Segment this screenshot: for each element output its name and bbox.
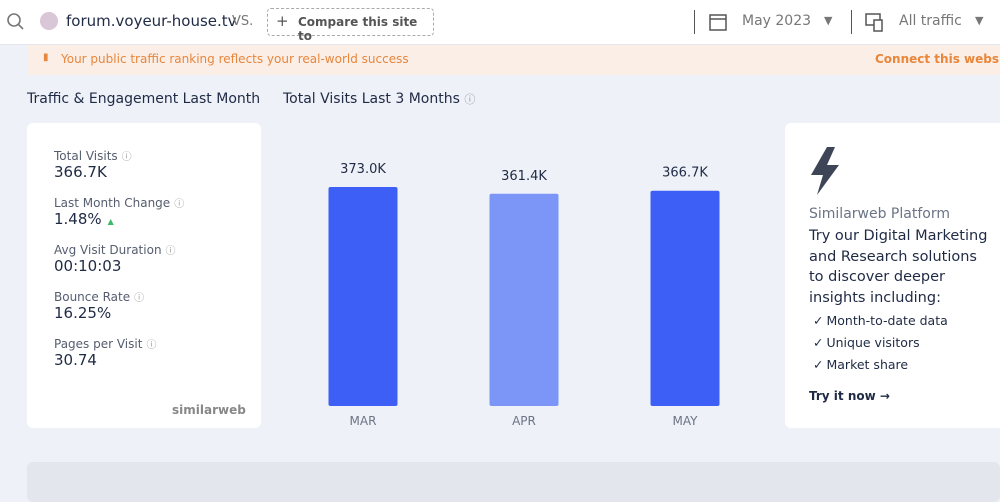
check-icon: ✓ — [813, 335, 824, 350]
info-icon: ⓘ — [134, 293, 145, 304]
divider — [851, 10, 852, 34]
dropdown-arrow: ▼ — [824, 14, 833, 27]
banner-icon: ▮ — [43, 52, 49, 63]
metric-label-text: Last Month Change — [54, 196, 171, 210]
metrics-card: Total Visits ⓘ 366.7K Last Month Change ⓘ 1.4… — [27, 123, 261, 428]
metric-label: Pages per Visit ⓘ — [54, 336, 184, 351]
value-label: 361.4K — [501, 169, 547, 184]
metric-value-text: 00:10:03 — [54, 257, 122, 275]
banner-link[interactable]: Connect this website — [875, 52, 1000, 66]
metric-value: 00:10:03 — [54, 257, 184, 275]
chart: 373.0K MAR 361.4K APR 366.7K MAY — [328, 162, 720, 428]
x-tick-label: MAR — [350, 414, 377, 428]
date-dropdown[interactable]: May 2023 — [742, 13, 812, 29]
site-favicon — [40, 12, 58, 30]
banner: ▮ Your public traffic ranking reflects y… — [27, 45, 1000, 75]
info-icon: ⓘ — [165, 246, 176, 257]
info-icon: ⓘ — [464, 93, 476, 106]
metric-value: 1.48% ▲ — [54, 210, 184, 228]
metric-label: Bounce Rate ⓘ — [54, 289, 184, 304]
metric-value: 16.25% — [54, 304, 184, 322]
chart-title-text: Total Visits Last 3 Months — [283, 91, 460, 107]
metric-label-text: Pages per Visit — [54, 337, 143, 351]
promo-item: ✓ Market share — [813, 357, 948, 372]
promo-title: Try our Digital Marketing and Research s… — [809, 228, 988, 306]
traffic-dropdown[interactable]: All traffic — [899, 13, 962, 29]
promo-cta[interactable]: Try it now → — [809, 389, 890, 403]
bar — [328, 187, 398, 406]
device-icon — [865, 13, 883, 32]
promo-item-text: Market share — [826, 357, 909, 372]
divider — [694, 10, 695, 34]
promo-item: ✓ Unique visitors — [813, 335, 948, 350]
vs-label: VS. — [232, 14, 254, 29]
info-icon: ⓘ — [174, 199, 185, 210]
info-icon: ⓘ — [146, 340, 157, 351]
section-title: Traffic & Engagement Last Month — [27, 91, 261, 107]
metric-value-text: 366.7K — [54, 163, 107, 181]
check-icon: ✓ — [813, 313, 824, 328]
compare-text: Compare this site to — [298, 15, 418, 43]
metric-label: Avg Visit Duration ⓘ — [54, 242, 184, 257]
promo-item-text: Unique visitors — [826, 335, 920, 350]
banner-text: Your public traffic ranking reflects you… — [61, 52, 409, 66]
site-name: forum.voyeur-house.tv — [66, 12, 237, 30]
metric-label: Last Month Change ⓘ — [54, 195, 184, 210]
top-bar: forum.voyeur-house.tv VS. + Compare this… — [0, 0, 1000, 45]
x-tick-label: APR — [512, 414, 536, 428]
metric-label-text: Avg Visit Duration — [54, 243, 162, 257]
value-label: 373.0K — [340, 162, 386, 177]
plus-icon: + — [276, 12, 289, 30]
promo-item: ✓ Month-to-date data — [813, 313, 948, 328]
bar — [489, 193, 559, 406]
compare-button[interactable]: + Compare this site to — [267, 8, 434, 43]
search-icon[interactable] — [6, 12, 26, 32]
promo-icon — [811, 147, 839, 195]
metric-label: Total Visits ⓘ — [54, 148, 184, 163]
calendar-icon — [709, 14, 727, 31]
bar — [650, 190, 720, 406]
brand-logo: similarweb — [172, 403, 246, 417]
metric-value-text: 1.48% — [54, 210, 102, 228]
promo-item-text: Month-to-date data — [826, 313, 948, 328]
dropdown-arrow: ▼ — [975, 14, 984, 27]
metric-value: 366.7K — [54, 163, 184, 181]
info-icon: ⓘ — [121, 152, 132, 163]
metric-value-text: 30.74 — [54, 351, 97, 369]
up-arrow: ▲ — [107, 217, 114, 226]
metric-value-text: 16.25% — [54, 304, 112, 322]
value-label: 366.7K — [662, 166, 708, 181]
next-section — [27, 462, 1000, 502]
chart-title: Total Visits Last 3 Months ⓘ — [283, 91, 475, 107]
metric-value: 30.74 — [54, 351, 184, 369]
metric-label-text: Bounce Rate — [54, 290, 131, 304]
check-icon: ✓ — [813, 357, 824, 372]
x-tick-label: MAY — [673, 414, 699, 428]
metric-label-text: Total Visits — [54, 149, 118, 163]
promo-subtitle: Similarweb Platform — [809, 206, 950, 222]
promo-card: Similarweb Platform Try our Digital Mark… — [785, 123, 1000, 428]
